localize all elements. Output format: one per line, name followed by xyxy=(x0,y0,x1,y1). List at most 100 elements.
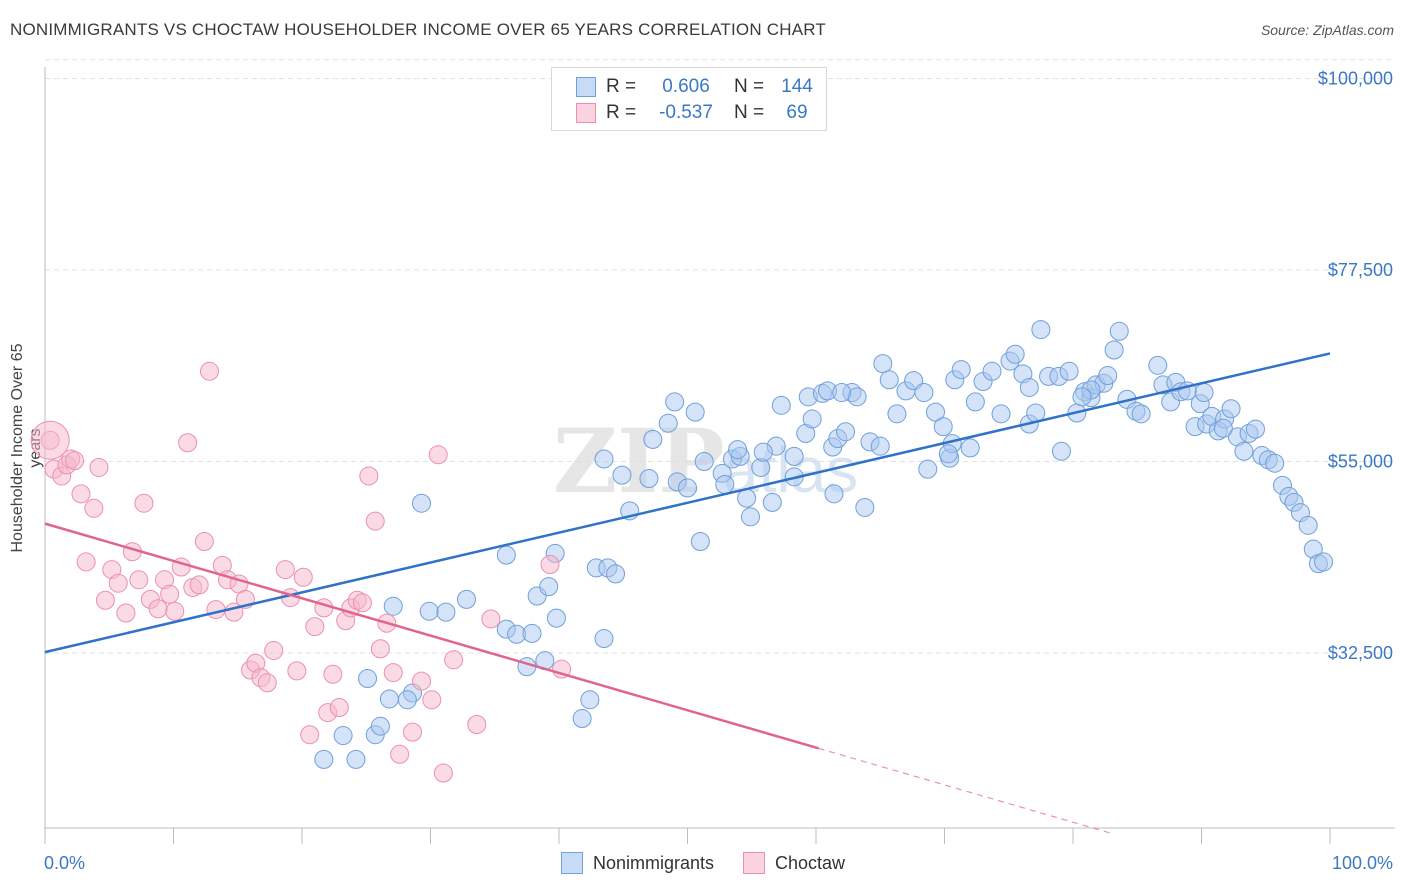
source-label: Source: ZipAtlas.com xyxy=(1260,22,1394,38)
trend-line-nonimmigrants xyxy=(44,352,1331,654)
legend-n-value: 69 xyxy=(786,102,808,123)
legend-row-choctaw: R = -0.537 N = 69 xyxy=(576,101,820,125)
data-point-nonimmigrants xyxy=(933,417,953,437)
data-point-nonimmigrants xyxy=(572,709,592,729)
data-point-choctaw xyxy=(323,664,343,684)
data-point-nonimmigrants xyxy=(771,395,791,415)
data-point-choctaw xyxy=(352,593,372,613)
data-point-choctaw xyxy=(287,661,307,681)
data-point-nonimmigrants xyxy=(753,442,773,462)
data-point-choctaw-large xyxy=(30,420,70,460)
data-point-choctaw xyxy=(540,554,560,574)
data-point-choctaw xyxy=(189,575,209,595)
data-point-nonimmigrants xyxy=(612,465,632,485)
data-point-nonimmigrants xyxy=(762,492,782,512)
y-tick-label: $32,500 xyxy=(1328,643,1393,663)
data-point-choctaw xyxy=(84,498,104,518)
legend-n-value: 144 xyxy=(781,76,813,97)
data-point-choctaw xyxy=(89,457,109,477)
data-point-choctaw xyxy=(65,451,85,471)
legend-swatch-nonimmigrants xyxy=(576,77,596,97)
legend-r-value: 0.606 xyxy=(662,76,710,97)
data-point-nonimmigrants xyxy=(370,716,390,736)
data-point-choctaw xyxy=(305,617,325,637)
legend-swatch-choctaw xyxy=(576,103,596,123)
data-point-choctaw xyxy=(116,603,136,623)
data-point-nonimmigrants xyxy=(546,608,566,628)
data-point-nonimmigrants xyxy=(522,623,542,643)
data-point-choctaw xyxy=(422,690,442,710)
data-point-nonimmigrants xyxy=(346,749,366,769)
data-point-choctaw xyxy=(300,725,320,745)
data-point-choctaw xyxy=(108,573,128,593)
chart-title: NONIMMIGRANTS VS CHOCTAW HOUSEHOLDER INC… xyxy=(10,20,826,39)
data-point-nonimmigrants xyxy=(639,469,659,489)
data-point-nonimmigrants xyxy=(1019,377,1039,397)
data-point-choctaw xyxy=(257,673,277,693)
legend-label-nonimmigrants: Nonimmigrants xyxy=(592,852,714,873)
gridlines xyxy=(45,59,1395,654)
data-point-choctaw xyxy=(390,744,410,764)
data-point-choctaw xyxy=(206,600,226,620)
data-point-nonimmigrants xyxy=(960,438,980,458)
data-point-nonimmigrants xyxy=(412,493,432,513)
data-point-nonimmigrants xyxy=(1098,366,1118,386)
data-point-choctaw xyxy=(129,570,149,590)
y-tick-label: $100,000 xyxy=(1318,69,1393,89)
data-point-nonimmigrants xyxy=(665,392,685,412)
data-point-nonimmigrants xyxy=(1298,515,1318,535)
legend-item-choctaw[interactable]: Choctaw xyxy=(743,852,845,874)
legend-label-choctaw: Choctaw xyxy=(775,852,846,873)
data-point-nonimmigrants xyxy=(1314,552,1334,572)
data-point-nonimmigrants xyxy=(606,564,626,584)
data-point-nonimmigrants xyxy=(965,392,985,412)
data-point-nonimmigrants xyxy=(951,360,971,380)
data-point-choctaw xyxy=(329,697,349,717)
data-point-nonimmigrants xyxy=(832,383,852,403)
legend-n-label: N = xyxy=(734,76,765,97)
data-point-nonimmigrants xyxy=(594,449,614,469)
data-point-choctaw xyxy=(165,601,185,621)
data-point-choctaw xyxy=(433,763,453,783)
data-point-choctaw xyxy=(428,445,448,465)
data-point-nonimmigrants xyxy=(836,422,856,442)
data-point-nonimmigrants xyxy=(1194,383,1214,403)
trend-line-choctaw-extension xyxy=(818,747,1112,835)
data-point-nonimmigrants xyxy=(539,577,559,597)
legend-item-nonimmigrants[interactable]: Nonimmigrants xyxy=(560,852,714,874)
data-point-nonimmigrants xyxy=(991,404,1011,424)
data-point-nonimmigrants xyxy=(784,446,804,466)
data-point-nonimmigrants xyxy=(1265,453,1285,473)
legend-n-label: N = xyxy=(734,102,765,123)
data-point-choctaw xyxy=(467,714,487,734)
data-point-nonimmigrants xyxy=(1005,344,1025,364)
data-point-choctaw xyxy=(359,466,379,486)
tick-labels: $100,000 $77,500 $55,000 $32,500 0.0% 100.0% xyxy=(44,69,1393,874)
data-point-choctaw xyxy=(444,650,464,670)
data-point-nonimmigrants xyxy=(938,444,958,464)
data-point-nonimmigrants xyxy=(982,361,1002,381)
data-point-choctaw xyxy=(160,584,180,604)
data-point-nonimmigrants xyxy=(1059,361,1079,381)
data-point-nonimmigrants xyxy=(855,497,875,517)
data-point-choctaw xyxy=(148,599,168,619)
y-tick-label: $77,500 xyxy=(1328,260,1393,280)
data-point-choctaw xyxy=(293,567,313,587)
data-point-nonimmigrants xyxy=(397,690,417,710)
data-point-nonimmigrants xyxy=(690,532,710,552)
data-point-nonimmigrants xyxy=(1213,418,1233,438)
data-point-nonimmigrants xyxy=(740,507,760,527)
data-point-nonimmigrants xyxy=(1031,320,1051,340)
data-point-choctaw xyxy=(365,511,385,531)
series-choctaw xyxy=(30,361,572,783)
data-point-choctaw xyxy=(76,552,96,572)
data-point-choctaw xyxy=(178,433,198,453)
data-point-choctaw xyxy=(412,671,432,691)
data-point-nonimmigrants xyxy=(879,370,899,390)
data-point-nonimmigrants xyxy=(1109,321,1129,341)
data-point-choctaw xyxy=(264,640,284,660)
y-tick-label: $55,000 xyxy=(1328,452,1393,472)
data-point-nonimmigrants xyxy=(419,601,439,621)
data-point-nonimmigrants xyxy=(1072,387,1092,407)
